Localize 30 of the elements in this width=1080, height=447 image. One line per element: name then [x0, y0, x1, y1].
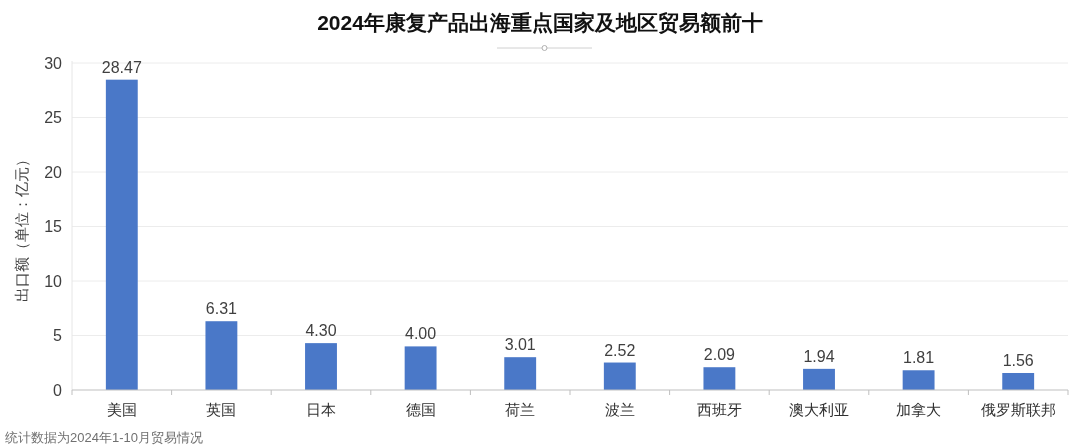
ytick: 30 — [44, 54, 62, 72]
ylabel: 出口额（单位：亿元） — [13, 151, 30, 302]
xtick: 美国 — [106, 401, 137, 418]
data-label: 28.47 — [101, 58, 142, 76]
ytick: 5 — [53, 327, 62, 344]
data-label: 1.94 — [803, 347, 835, 365]
xtick: 澳大利亚 — [789, 401, 849, 418]
ytick: 0 — [53, 381, 62, 399]
xtick: 英国 — [206, 401, 237, 418]
data-label: 2.09 — [703, 346, 735, 364]
title: 2024年康复产品出海重点国家及地区贸易额前十 — [317, 11, 763, 34]
xtick: 荷兰 — [505, 401, 536, 418]
data-label: 1.56 — [1002, 352, 1034, 369]
xtick: 日本 — [306, 401, 336, 418]
data-label: 4.00 — [405, 325, 437, 343]
annotation: 统计数据为2024年1-10月贸易情况 — [5, 430, 203, 445]
data-label: 6.31 — [205, 300, 237, 318]
ytick: 15 — [44, 218, 62, 235]
xtick: 德国 — [405, 401, 436, 418]
xtick: 加拿大 — [896, 401, 942, 418]
data-label: 4.30 — [305, 322, 337, 340]
data-label: 3.01 — [504, 336, 536, 354]
xtick: 西班牙 — [696, 401, 742, 418]
xtick: 波兰 — [604, 401, 635, 418]
ytick: 10 — [44, 272, 62, 290]
xtick: 俄罗斯联邦 — [980, 401, 1056, 418]
ytick: 20 — [44, 163, 62, 181]
data-label: 2.52 — [604, 341, 636, 359]
data-label: 1.81 — [903, 349, 935, 367]
ytick: 25 — [44, 109, 62, 126]
